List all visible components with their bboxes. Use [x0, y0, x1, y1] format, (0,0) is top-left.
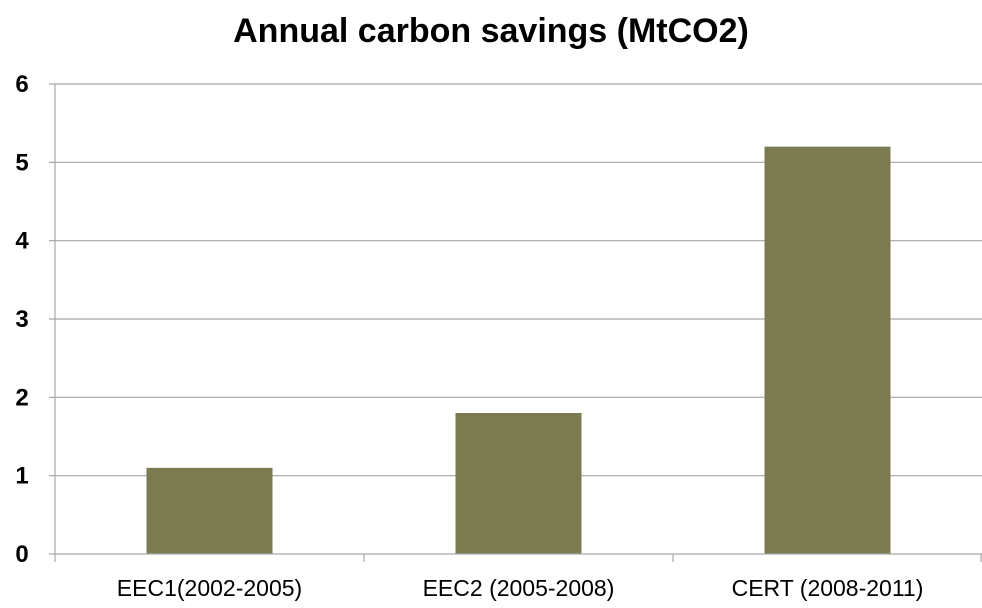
y-tick-label: 3 [15, 306, 28, 333]
bar [455, 413, 582, 554]
y-tick-label: 2 [15, 384, 28, 411]
bars [146, 146, 891, 554]
y-tick-label: 0 [15, 541, 28, 568]
y-tick-label: 5 [15, 149, 28, 176]
x-tick-label: CERT (2008-2011) [732, 575, 924, 601]
x-tick-label: EEC1(2002-2005) [117, 575, 302, 601]
bar [146, 467, 273, 554]
x-tick-labels: EEC1(2002-2005) EEC2 (2005-2008) CERT (200… [117, 575, 924, 601]
y-tick-label: 1 [15, 463, 28, 490]
chart-title: Annual carbon savings (MtCO2) [233, 12, 749, 50]
axes [49, 83, 982, 562]
y-tick-label: 6 [15, 71, 28, 98]
x-tick-label: EEC2 (2005-2008) [423, 575, 615, 601]
y-tick-label: 4 [15, 228, 29, 255]
bar [764, 146, 891, 554]
y-tick-labels: 0 1 2 3 4 5 6 [15, 71, 29, 568]
